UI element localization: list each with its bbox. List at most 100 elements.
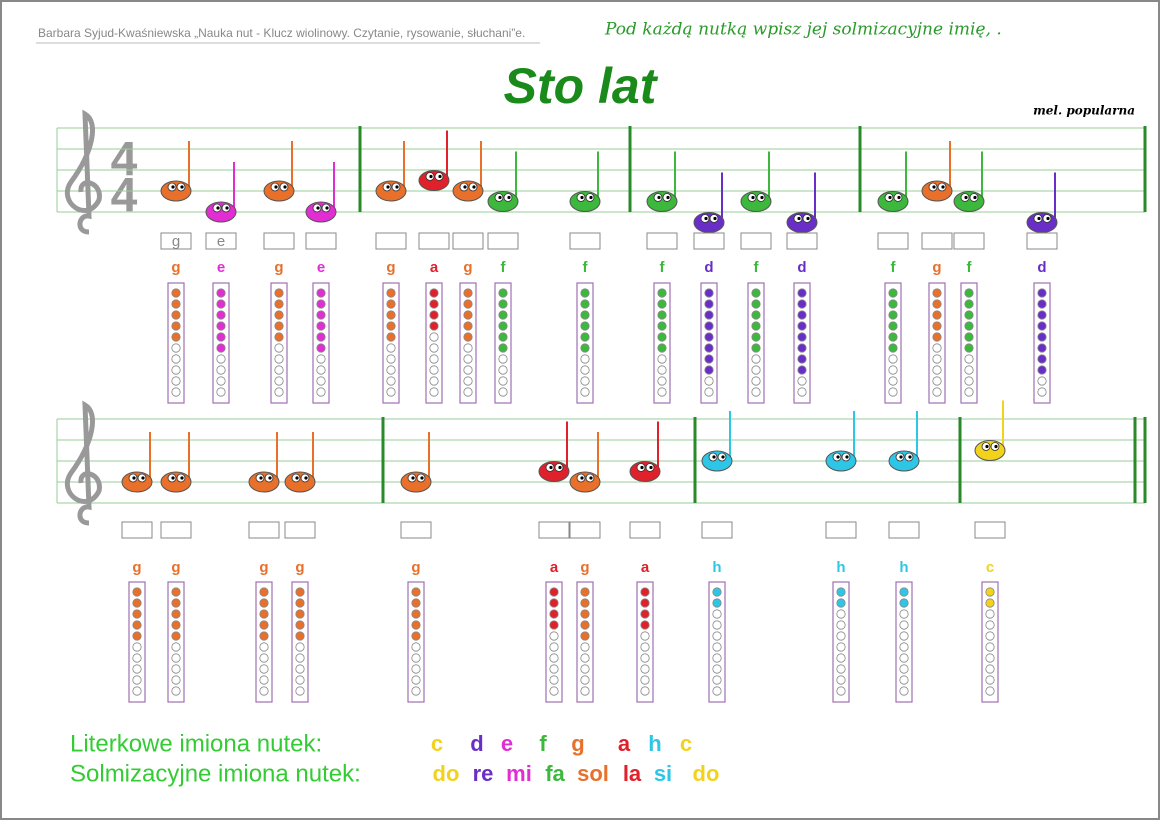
note-pupil [498,195,502,200]
legend-letter: h [648,731,661,756]
recorder-hole [640,631,650,641]
recorder-hole [836,587,846,597]
note-head [701,450,733,472]
note-letter: g [171,559,180,576]
note-pupil [932,185,936,189]
recorder-hole [932,365,942,375]
note-pupil [836,455,840,459]
note-head [400,471,432,493]
recorder-hole [888,343,898,353]
recorder-hole [549,609,559,619]
note-head [646,191,678,212]
note-letter: g [411,559,420,576]
recorder-hole [704,321,714,331]
recorder-hole [132,664,142,674]
note-head [248,471,280,493]
note-head [452,180,484,202]
answer-box [921,232,953,250]
note-pupil [420,476,424,480]
recorder-hole [964,376,974,386]
recorder-hole [216,321,226,331]
recorder-hole [171,664,181,674]
recorder-hole [932,310,942,320]
answer-box [1026,232,1058,250]
recorder-hole [836,686,846,696]
note-letter: f [754,259,760,276]
answer-box [400,521,432,539]
recorder-hole [888,387,898,397]
note-pupil [704,216,708,221]
recorder-hole [985,620,995,630]
recorder-hole [274,332,284,342]
recorder-hole [549,631,559,641]
note-head [825,450,857,472]
recorder-hole [216,387,226,397]
recorder-hole [1037,343,1047,353]
recorder-hole [463,365,473,375]
recorder-hole [751,365,761,375]
recorder-hole [932,332,942,342]
recorder-hole [411,675,421,685]
recorder-hole [316,376,326,386]
recorder-hole [704,343,714,353]
recorder-hole [316,343,326,353]
note-pupil [472,185,476,189]
recorder-hole [411,653,421,663]
note-pupil [463,185,467,189]
recorder-hole [657,321,667,331]
recorder-hole [888,299,898,309]
recorder-hole [836,598,846,608]
note-head [418,170,450,191]
recorder-hole [498,321,508,331]
answer: e [217,233,225,250]
recorder-hole [836,631,846,641]
recorder-hole [316,332,326,342]
recorder-hole [704,387,714,397]
note-pupil [941,185,945,189]
recorder-hole [704,299,714,309]
note-pupil [225,206,229,210]
recorder-hole [386,387,396,397]
recorder-hole [216,332,226,342]
recorder-hole [216,310,226,320]
note-head [284,471,316,493]
recorder-hole [411,686,421,696]
recorder-hole [259,653,269,663]
recorder-hole [171,642,181,652]
recorder-hole [985,686,995,696]
note-letter: g [132,559,141,576]
answer-box [375,232,407,250]
recorder-hole [429,365,439,375]
letters-label: Literkowe imiona nutek: [70,730,322,757]
note-head [160,471,192,493]
note-head [305,201,337,223]
recorder-hole [549,587,559,597]
answer-box [284,521,316,539]
recorder-hole [712,653,722,663]
answer-box [487,232,519,250]
recorder-hole [171,587,181,597]
recorder-hole [985,675,995,685]
recorder-hole [899,609,909,619]
recorder-hole [932,299,942,309]
note-pupil [132,476,136,480]
recorder-hole [888,288,898,298]
note-pupil [589,195,593,200]
recorder-hole [386,310,396,320]
recorder-hole [171,609,181,619]
recorder-hole [274,299,284,309]
recorder-hole [274,354,284,364]
note-pupil [897,195,901,200]
recorder-hole [463,354,473,364]
recorder-hole [463,299,473,309]
recorder-hole [171,631,181,641]
recorder-hole [580,631,590,641]
note-pupil [1046,216,1050,221]
recorder-hole [411,642,421,652]
recorder-hole [797,376,807,386]
answer-box [953,232,985,250]
recorder-hole [888,365,898,375]
recorder-hole [259,587,269,597]
recorder-hole [259,598,269,608]
recorder-hole [704,354,714,364]
